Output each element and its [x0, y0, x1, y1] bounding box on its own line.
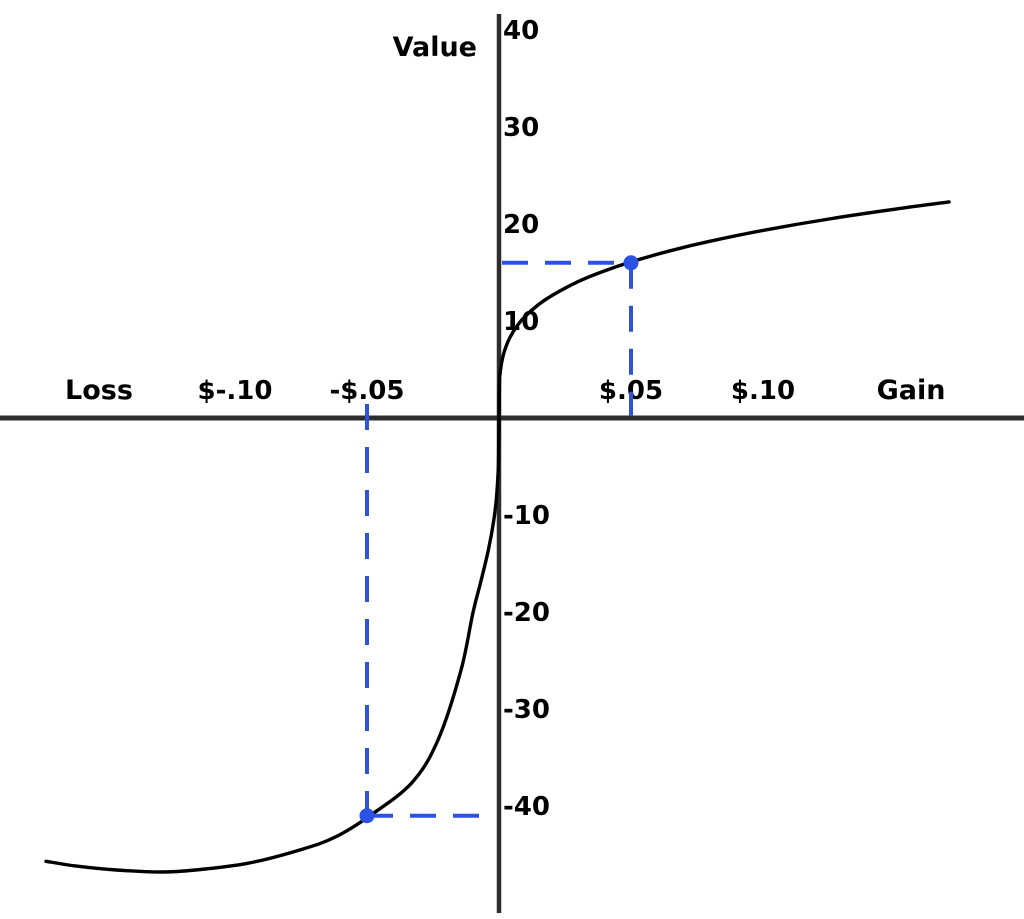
y-tick-label--20: -20 [503, 598, 550, 628]
value-function-curve-gain-branch [497, 200, 951, 420]
y-tick-label--30: -30 [503, 695, 550, 725]
x-axis-loss-label: Loss [65, 375, 133, 406]
y-tick-label--10: -10 [503, 501, 550, 531]
value-function-curve-loss-branch [44, 416, 501, 874]
x-tick-label--0.1: $-.10 [198, 376, 273, 406]
y-tick-label-40: 40 [503, 16, 539, 46]
y-tick-label--40: -40 [503, 792, 550, 822]
gain-example-point-dot [623, 255, 639, 271]
y-axis-label: Value [393, 32, 477, 63]
loss-example-point-dot [359, 808, 375, 824]
y-tick-label-20: 20 [503, 210, 539, 240]
x-tick-label-0.1: $.10 [731, 376, 795, 406]
y-tick-label-30: 30 [503, 113, 539, 143]
x-axis-gain-label: Gain [877, 375, 946, 406]
x-tick-label--0.05: -$.05 [330, 376, 405, 406]
